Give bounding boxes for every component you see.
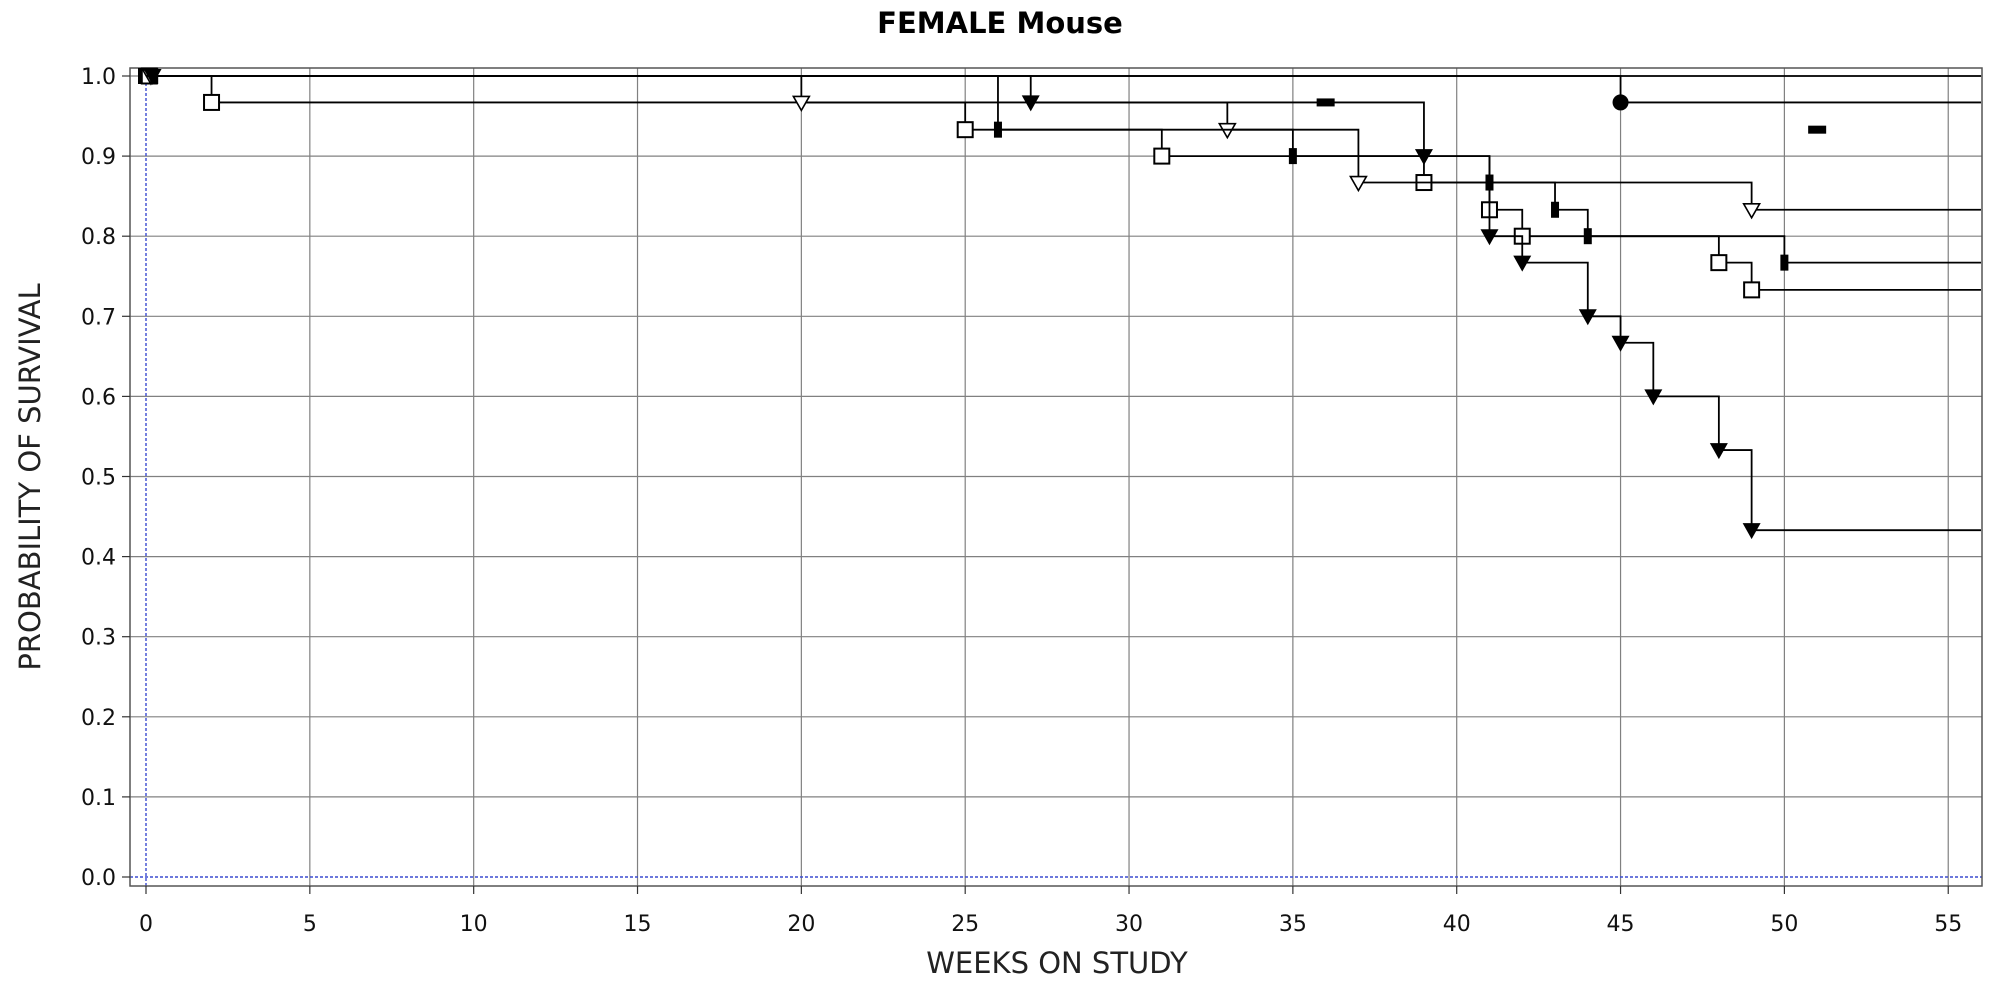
marker-bar-filled	[1780, 254, 1789, 271]
marker-square-open	[1153, 147, 1171, 165]
marker-square-open	[1710, 254, 1728, 272]
marker-bar-filled	[1485, 174, 1494, 191]
grid-lines	[130, 68, 1982, 886]
x-tick-label: 15	[624, 912, 652, 937]
x-tick-label: 25	[951, 912, 979, 937]
y-tick-label: 0.5	[81, 466, 116, 491]
x-axis-ticks: 0 5 10 15 20 25 30 35 40 45 50 55	[139, 886, 1962, 937]
x-tick-label: 55	[1934, 912, 1962, 937]
x-tick-label: 20	[787, 912, 815, 937]
marker-triangle-filled	[1414, 149, 1433, 166]
survival-step-line	[146, 75, 1981, 264]
marker-censor	[1808, 125, 1827, 134]
x-tick-label: 0	[139, 912, 153, 937]
marker-triangle-open	[791, 95, 811, 113]
series-layer	[138, 67, 1981, 540]
marker-square-open	[956, 121, 974, 139]
y-tick-label: 0.4	[81, 546, 116, 571]
marker-triangle-filled	[1611, 335, 1630, 352]
survival-series	[146, 68, 1981, 271]
chart-title: FEMALE Mouse	[877, 6, 1123, 40]
y-tick-label: 0.6	[81, 385, 116, 410]
reference-lines	[130, 68, 1982, 886]
x-tick-label: 30	[1115, 912, 1143, 937]
y-tick-label: 1.0	[81, 65, 116, 90]
marker-square-open	[1743, 281, 1761, 299]
marker-square-open	[203, 93, 221, 111]
marker-triangle-filled	[1742, 523, 1761, 540]
x-tick-label: 5	[303, 912, 317, 937]
marker-bar-filled	[1551, 201, 1560, 218]
marker-triangle-filled	[1709, 443, 1728, 460]
survival-series	[143, 69, 1981, 540]
marker-triangle-filled	[1021, 95, 1040, 112]
marker-triangle-open	[1217, 122, 1237, 140]
x-axis-label: WEEKS ON STUDY	[926, 946, 1188, 980]
y-tick-label: 0.3	[81, 626, 116, 651]
y-tick-label: 0.7	[81, 305, 116, 330]
marker-bar-filled	[150, 68, 159, 84]
x-tick-label: 40	[1443, 912, 1471, 937]
marker-triangle-open	[1742, 202, 1762, 220]
x-tick-label: 50	[1770, 912, 1798, 937]
marker-censor	[1316, 98, 1335, 107]
marker-triangle-filled	[1513, 255, 1532, 272]
marker-triangle-filled	[1644, 389, 1663, 406]
y-axis-ticks: 0.0 0.1 0.2 0.3 0.4 0.5 0.6 0.7 0.8 0.9 1.0	[81, 65, 130, 891]
marker-triangle-filled	[1578, 309, 1597, 326]
y-tick-label: 0.8	[81, 225, 116, 250]
marker-bar-filled	[1583, 228, 1592, 245]
x-tick-label: 35	[1279, 912, 1307, 937]
marker-triangle-open	[1349, 175, 1368, 193]
y-tick-label: 0.1	[81, 786, 116, 811]
y-tick-label: 0.2	[81, 706, 116, 731]
y-tick-label: 0.0	[81, 866, 116, 891]
marker-bar-filled	[993, 121, 1002, 138]
survival-step-line	[146, 75, 1981, 532]
marker-triangle-filled	[1480, 229, 1499, 246]
y-axis-label: PROBABILITY OF SURVIVAL	[13, 283, 47, 670]
marker-circle-filled	[1612, 94, 1629, 111]
x-tick-label: 45	[1607, 912, 1635, 937]
marker-bar-filled	[1288, 148, 1297, 165]
x-tick-label: 10	[460, 912, 488, 937]
y-tick-label: 0.9	[81, 145, 116, 170]
